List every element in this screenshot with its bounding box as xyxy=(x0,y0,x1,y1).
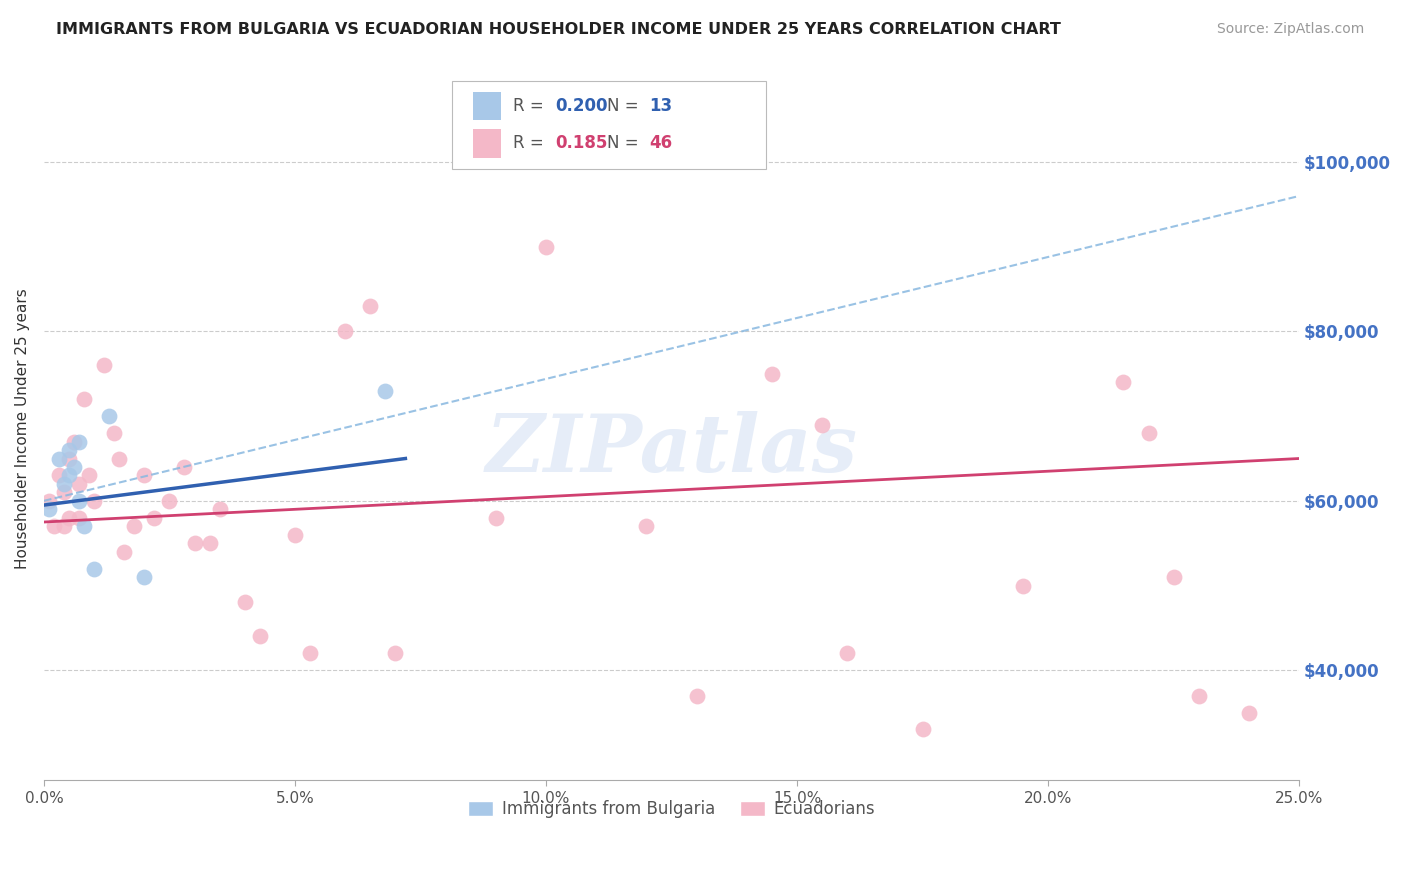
Point xyxy=(48,451,70,466)
Text: 0.185: 0.185 xyxy=(555,135,607,153)
Point xyxy=(333,325,356,339)
Point xyxy=(298,646,321,660)
Point xyxy=(103,426,125,441)
Point xyxy=(93,359,115,373)
Text: 13: 13 xyxy=(650,97,672,115)
Point xyxy=(48,468,70,483)
Point xyxy=(1188,689,1211,703)
Point xyxy=(38,502,60,516)
Point xyxy=(685,689,707,703)
Point xyxy=(83,493,105,508)
Point xyxy=(198,536,221,550)
Point xyxy=(173,460,195,475)
Legend: Immigrants from Bulgaria, Ecuadorians: Immigrants from Bulgaria, Ecuadorians xyxy=(461,793,882,825)
Text: R =: R = xyxy=(513,135,550,153)
Point xyxy=(208,502,231,516)
Point xyxy=(284,527,307,541)
Point xyxy=(359,299,381,313)
Point xyxy=(534,240,557,254)
Point xyxy=(761,367,783,381)
Text: ZIPatlas: ZIPatlas xyxy=(485,411,858,489)
Point xyxy=(52,485,75,500)
Point xyxy=(42,519,65,533)
Point xyxy=(73,392,96,407)
Point xyxy=(108,451,131,466)
Y-axis label: Householder Income Under 25 years: Householder Income Under 25 years xyxy=(15,288,30,569)
Point xyxy=(183,536,205,550)
Point xyxy=(1012,578,1035,592)
Point xyxy=(134,468,156,483)
Point xyxy=(83,561,105,575)
FancyBboxPatch shape xyxy=(474,129,501,158)
Point xyxy=(1163,570,1185,584)
Point xyxy=(837,646,859,660)
Point xyxy=(67,477,90,491)
Point xyxy=(52,477,75,491)
Point xyxy=(1112,376,1135,390)
Point xyxy=(73,519,96,533)
Point xyxy=(636,519,658,533)
Text: IMMIGRANTS FROM BULGARIA VS ECUADORIAN HOUSEHOLDER INCOME UNDER 25 YEARS CORRELA: IMMIGRANTS FROM BULGARIA VS ECUADORIAN H… xyxy=(56,22,1062,37)
Point xyxy=(58,451,80,466)
Point xyxy=(63,434,86,449)
Point xyxy=(1237,706,1260,720)
Point xyxy=(77,468,100,483)
Point xyxy=(1137,426,1160,441)
Text: 0.200: 0.200 xyxy=(555,97,607,115)
Point xyxy=(122,519,145,533)
Point xyxy=(58,468,80,483)
Point xyxy=(58,443,80,458)
Point xyxy=(67,510,90,524)
Point xyxy=(384,646,406,660)
Point xyxy=(249,629,271,643)
Point xyxy=(63,460,86,475)
Point xyxy=(112,544,135,558)
Text: Source: ZipAtlas.com: Source: ZipAtlas.com xyxy=(1216,22,1364,37)
Point xyxy=(98,409,121,424)
Point xyxy=(67,493,90,508)
FancyBboxPatch shape xyxy=(451,81,766,169)
Point xyxy=(52,519,75,533)
Point xyxy=(134,570,156,584)
Point xyxy=(143,510,166,524)
Point xyxy=(374,384,396,398)
Point xyxy=(38,493,60,508)
Point xyxy=(485,510,508,524)
Text: N =: N = xyxy=(607,135,644,153)
Text: N =: N = xyxy=(607,97,644,115)
Text: R =: R = xyxy=(513,97,550,115)
Point xyxy=(911,723,934,737)
Point xyxy=(233,595,256,609)
FancyBboxPatch shape xyxy=(474,92,501,120)
Text: 46: 46 xyxy=(650,135,672,153)
Point xyxy=(157,493,180,508)
Point xyxy=(811,417,834,432)
Point xyxy=(58,510,80,524)
Point xyxy=(67,434,90,449)
